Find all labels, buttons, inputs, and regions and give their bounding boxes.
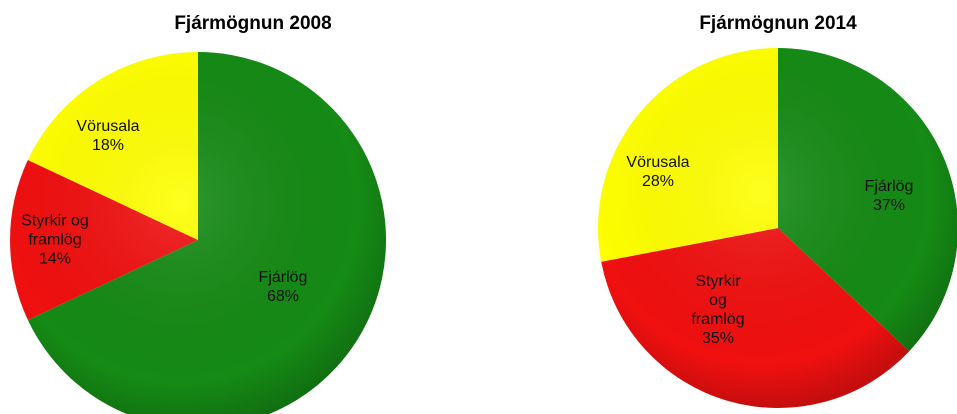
slice-label: Vörusala 28% [613, 153, 703, 191]
chart-title: Fjármögnun 2008 [174, 13, 331, 34]
slice-name: Vörusala [76, 118, 140, 135]
slice-value: 14% [38, 250, 72, 268]
slice-label: Fjárlög 37% [849, 177, 929, 215]
slice-label: Vörusala 18% [63, 117, 153, 155]
slice-name: Vörusala [626, 154, 690, 171]
slice-value: 37% [872, 197, 906, 214]
slice-name: Fjárlög [864, 178, 914, 195]
slice-label: Styrkir og framlög 14% [5, 212, 105, 269]
slice-value: 68% [266, 288, 300, 305]
slice-name: Styrkir og framlög [21, 212, 89, 249]
chart-title: Fjármögnun 2014 [699, 13, 857, 34]
slice-value: 18% [91, 137, 125, 154]
slice-name: Styrkir og framlög [691, 273, 745, 328]
slice-name: Fjárlög [258, 269, 308, 286]
slice-value: 35% [701, 330, 735, 347]
slice-label: Styrkir og framlög 35% [688, 272, 748, 348]
slice-label: Fjárlög 68% [238, 268, 328, 306]
slice-value: 28% [641, 173, 675, 190]
